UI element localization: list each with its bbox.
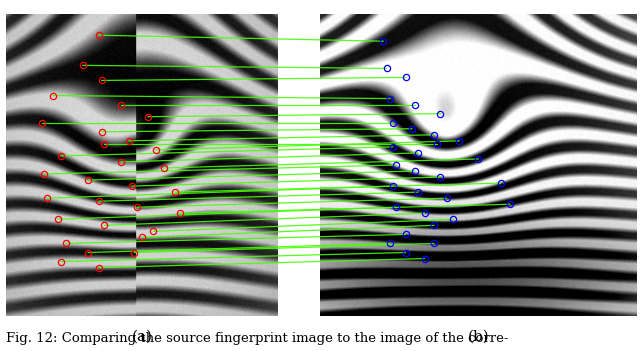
Text: Fig. 12: Comparing the source fingerprint image to the image of the corre-: Fig. 12: Comparing the source fingerprin… — [6, 332, 509, 345]
Text: (b): (b) — [468, 330, 489, 344]
Text: (a): (a) — [132, 330, 153, 344]
